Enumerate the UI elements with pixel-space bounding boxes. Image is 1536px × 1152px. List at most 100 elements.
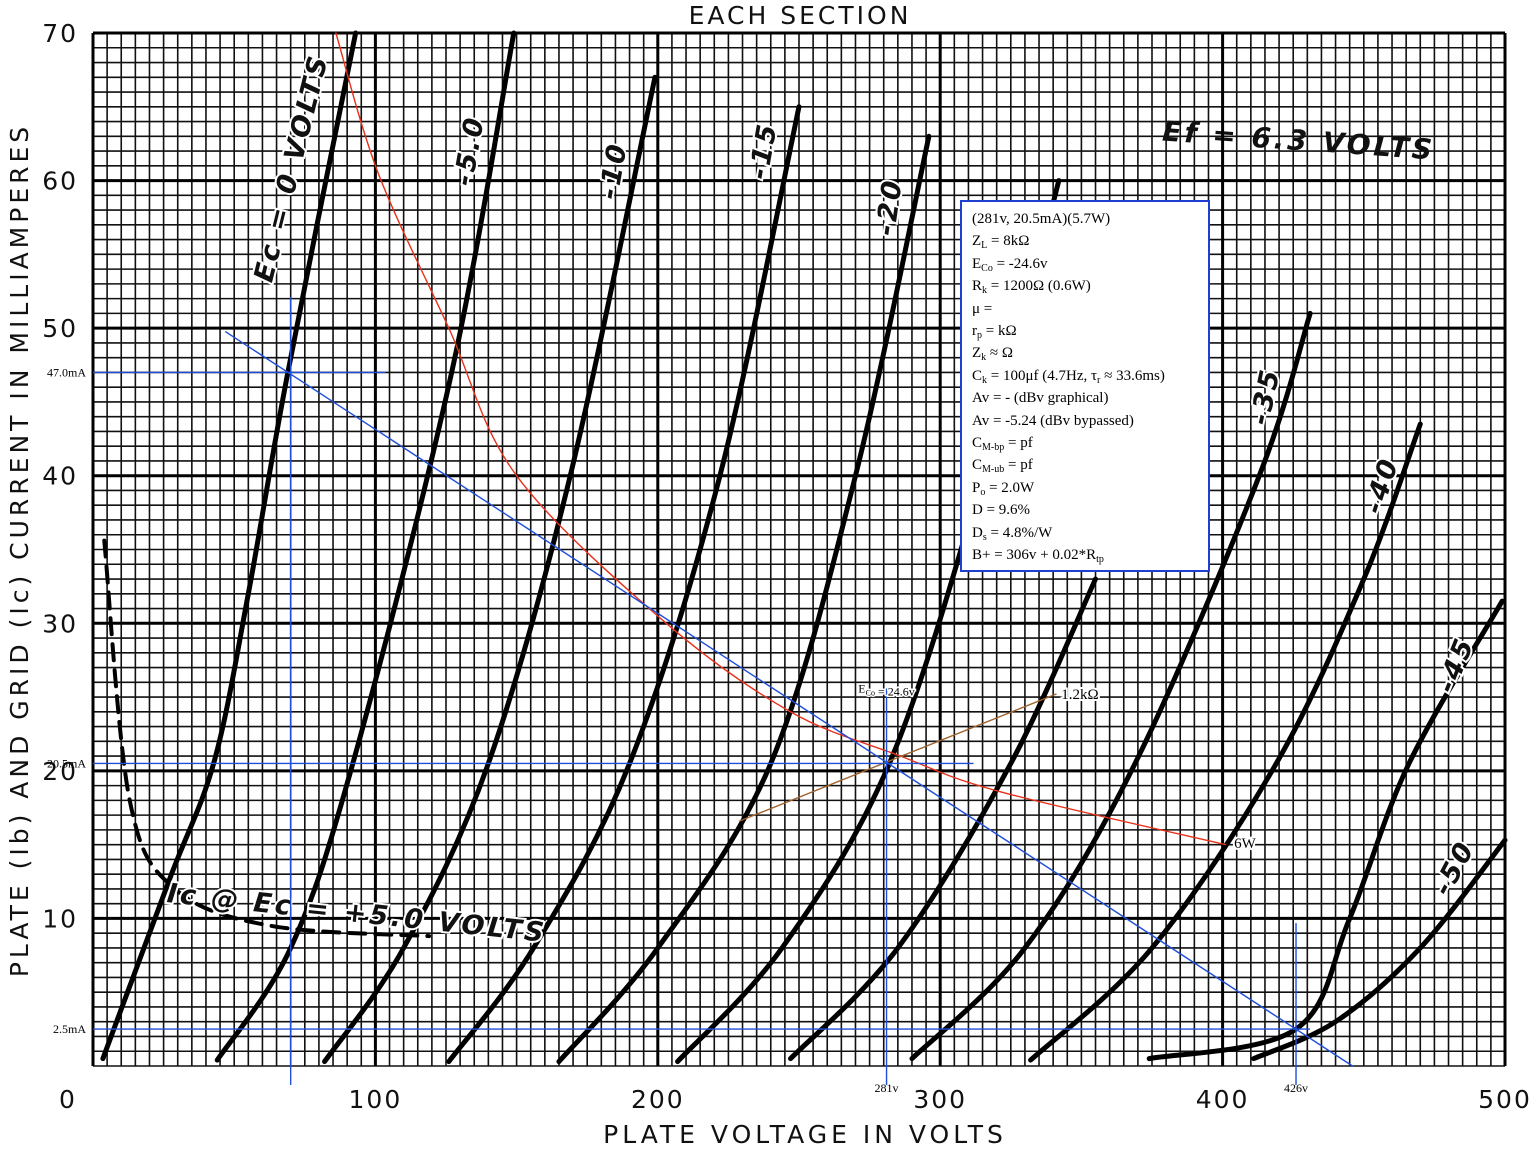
- curve: [225, 331, 1354, 1067]
- info-text: (281v, 20.5mA)(5.7W): [972, 211, 1111, 227]
- y-tick-label: 30: [42, 609, 78, 638]
- curve: [100, 30, 359, 1062]
- curve: [909, 310, 1313, 1062]
- info-subscript: p: [977, 330, 982, 342]
- x-tick-label: 100: [349, 1085, 403, 1114]
- curve: [788, 576, 1099, 1062]
- x-tick-label: 500: [1478, 1085, 1532, 1114]
- info-subscript: M-bp: [982, 442, 1005, 454]
- info-subscript: r: [1097, 374, 1101, 386]
- info-text: Av = - (dBv graphical): [972, 390, 1109, 407]
- info-subscript: Co: [981, 262, 993, 274]
- label-sub: Co: [866, 689, 875, 698]
- curve-label: -45: [1431, 632, 1481, 697]
- info-text: C: [972, 435, 983, 452]
- label-part: E: [858, 682, 865, 696]
- y-marker-label: 2.5mA: [53, 1022, 86, 1036]
- info-line: Rk = 1200Ω (0.6W): [972, 275, 1208, 297]
- info-text: μ =: [972, 300, 993, 317]
- info-line: CM-bp = pf: [972, 432, 1208, 454]
- info-text: C: [972, 457, 983, 474]
- info-text: D = 9.6%: [972, 502, 1031, 519]
- info-line: B+ = 306v + 0.02*Rtp: [972, 544, 1208, 566]
- x-marker-label: 426v: [1284, 1081, 1308, 1095]
- curve: [1028, 421, 1423, 1063]
- y-marker-label: 47.0mA: [47, 365, 86, 379]
- info-subscript: L: [981, 240, 988, 252]
- info-line: Ds = 4.8%/W: [972, 522, 1208, 544]
- x-tick-label: 200: [631, 1085, 685, 1114]
- info-text: = pf: [1004, 435, 1033, 452]
- info-text: = 4.8%/W: [986, 524, 1053, 541]
- info-text: B+ = 306v + 0.02*R: [972, 547, 1097, 564]
- info-line: ECo = -24.6v: [972, 253, 1208, 275]
- info-line: Zk ≈ Ω: [972, 342, 1208, 364]
- info-line: Av = - (dBv graphical): [972, 387, 1208, 409]
- info-line: Ck = 100μf (4.7Hz, τr ≈ 33.6ms): [972, 365, 1208, 387]
- info-text: = pf: [1004, 457, 1033, 474]
- info-text: = 2.0W: [985, 479, 1035, 496]
- y-tick-label: 70: [42, 19, 78, 48]
- info-line: Av = -5.24 (dBv bypassed): [972, 410, 1208, 432]
- y-tick-label: 20: [42, 757, 78, 786]
- info-text: D: [972, 524, 983, 541]
- info-line: ZL = 8kΩ: [972, 230, 1208, 252]
- curve-label: -5.0: [448, 113, 491, 188]
- info-subscript: k: [981, 352, 987, 364]
- curve: [446, 104, 802, 1065]
- info-subscript: k: [982, 285, 988, 297]
- y-marker-label: 20.5mA: [47, 756, 86, 770]
- curve: [322, 74, 658, 1065]
- x-axis-title: PLATE VOLTAGE IN VOLTS: [603, 1120, 1007, 1149]
- info-line: μ =: [972, 298, 1208, 320]
- info-text: = 1200Ω (0.6W): [987, 278, 1091, 295]
- info-text: r: [972, 323, 977, 340]
- info-text: ≈ Ω: [986, 345, 1014, 362]
- x-tick-label: 400: [1196, 1085, 1250, 1114]
- info-box: (281v, 20.5mA)(5.7W) ZL = 8kΩ ECo = -24.6v…: [960, 200, 1210, 572]
- label-part: = 24.6v: [875, 685, 915, 699]
- info-line: Po = 2.0W: [972, 477, 1208, 499]
- eco-label: ECo = 24.6v: [858, 682, 914, 699]
- curve-label: Ec = 0 VOLTS: [248, 51, 335, 286]
- info-text: C: [972, 367, 983, 384]
- curve-label: 6W: [1234, 836, 1257, 852]
- info-line: D = 9.6%: [972, 499, 1208, 521]
- curve-label: -10: [593, 139, 634, 201]
- x-tick-label: 300: [913, 1085, 967, 1114]
- info-text: Z: [972, 345, 982, 362]
- curve: [1251, 837, 1508, 1062]
- curve: [102, 538, 432, 939]
- curve: [335, 32, 1227, 846]
- info-text: R: [972, 278, 983, 295]
- curve: [738, 693, 1057, 822]
- y-axis-title: PLATE (Ib) AND GRID (Ic) CURRENT IN MILL…: [5, 123, 34, 977]
- chart-title: EACH SECTION: [689, 1, 912, 30]
- info-text: Z: [972, 233, 982, 250]
- info-text: = kΩ: [982, 323, 1017, 340]
- info-subscript: s: [982, 531, 987, 543]
- info-text: E: [972, 255, 982, 272]
- info-text: = -24.6v: [992, 255, 1048, 272]
- info-text: = 8kΩ: [987, 233, 1030, 250]
- y-tick-label: 10: [42, 904, 78, 933]
- curve-label: -15: [743, 119, 784, 181]
- info-line: (281v, 20.5mA)(5.7W): [972, 208, 1208, 230]
- y-tick-label: 40: [42, 462, 78, 491]
- x-marker-label: 281v: [875, 1081, 899, 1095]
- info-subscript: M-ub: [982, 464, 1005, 476]
- x-tick-label: 0: [59, 1085, 77, 1114]
- y-tick-label: 60: [42, 167, 78, 196]
- curve: [1146, 598, 1505, 1062]
- y-tick-label: 50: [42, 314, 78, 343]
- info-text: ≈ 33.6ms): [1100, 367, 1165, 384]
- curve: [214, 30, 517, 1063]
- info-text: Av = -5.24 (dBv bypassed): [972, 412, 1134, 429]
- info-subscript: o: [980, 486, 986, 498]
- curve-label: 1.2kΩ: [1061, 687, 1098, 703]
- info-line: rp = kΩ: [972, 320, 1208, 342]
- info-text: P: [972, 479, 981, 496]
- info-subscript: k: [982, 374, 988, 386]
